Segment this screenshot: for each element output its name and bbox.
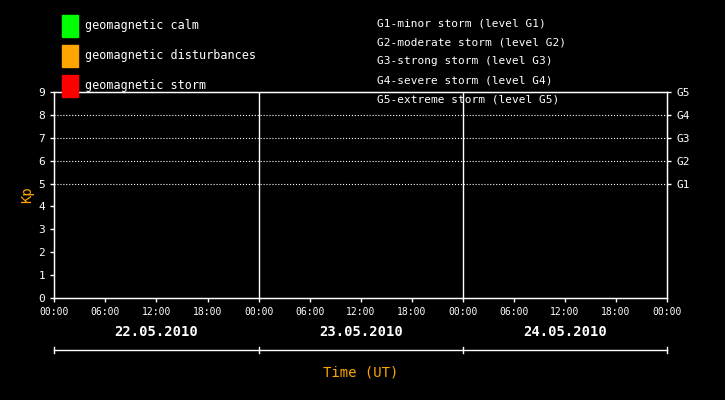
Text: 24.05.2010: 24.05.2010 bbox=[523, 325, 607, 339]
Text: G1-minor storm (level G1): G1-minor storm (level G1) bbox=[377, 18, 546, 28]
Text: 23.05.2010: 23.05.2010 bbox=[319, 325, 402, 339]
Text: 22.05.2010: 22.05.2010 bbox=[115, 325, 199, 339]
Y-axis label: Kp: Kp bbox=[20, 187, 34, 203]
Text: geomagnetic disturbances: geomagnetic disturbances bbox=[85, 50, 256, 62]
Text: geomagnetic storm: geomagnetic storm bbox=[85, 80, 206, 92]
Text: G3-strong storm (level G3): G3-strong storm (level G3) bbox=[377, 56, 552, 66]
Text: G5-extreme storm (level G5): G5-extreme storm (level G5) bbox=[377, 95, 559, 105]
Text: G2-moderate storm (level G2): G2-moderate storm (level G2) bbox=[377, 37, 566, 47]
Text: Time (UT): Time (UT) bbox=[323, 365, 398, 379]
Text: geomagnetic calm: geomagnetic calm bbox=[85, 20, 199, 32]
Text: G4-severe storm (level G4): G4-severe storm (level G4) bbox=[377, 76, 552, 86]
